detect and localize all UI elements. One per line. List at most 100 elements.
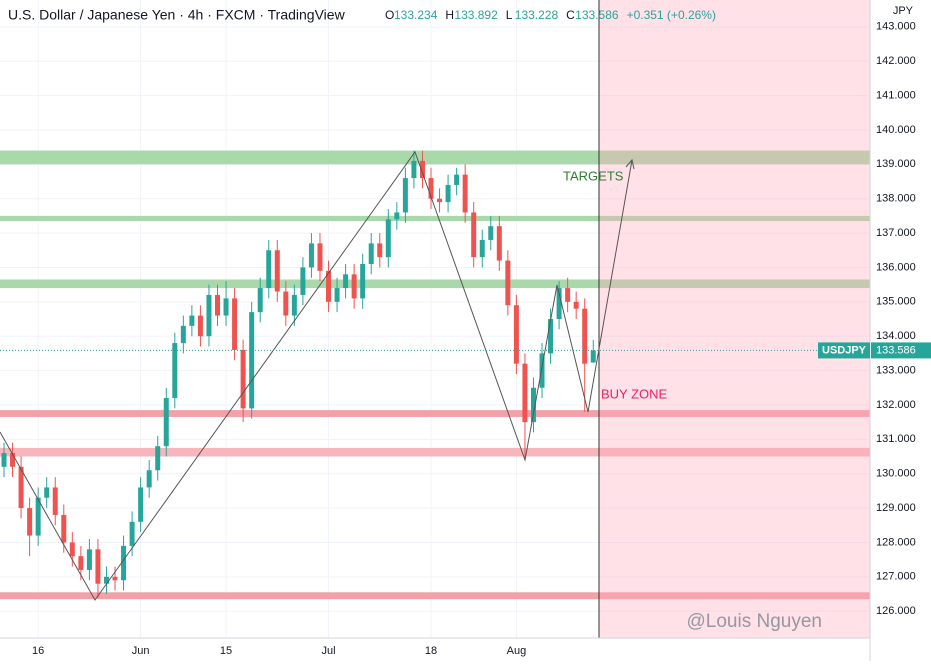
candle-body [513, 305, 519, 364]
candle-body [394, 212, 400, 220]
candle-body [138, 487, 144, 522]
y-tick-label: 143.000 [876, 21, 916, 33]
candle-body [385, 219, 391, 258]
candle-body [163, 398, 169, 447]
y-tick-label: 137.000 [876, 227, 916, 239]
candle-body [462, 174, 468, 213]
x-tick-label: Jun [132, 645, 150, 657]
candle-body [283, 291, 289, 316]
candle-body [428, 178, 434, 199]
price-zone [0, 150, 870, 165]
candle-body [274, 250, 280, 292]
candle-body [291, 294, 297, 316]
candle-body [548, 319, 554, 354]
candle-body [249, 312, 255, 409]
y-tick-label: 132.000 [876, 399, 916, 411]
candle-body [308, 243, 314, 268]
ohlc-value: 133.586 [575, 8, 619, 22]
candle-body [360, 264, 366, 299]
candle-body [565, 288, 571, 302]
price-label: 133.586 [876, 344, 916, 356]
currency-label: JPY [893, 5, 914, 17]
candle-body [10, 453, 16, 467]
candle-body [52, 487, 58, 515]
candle-body [180, 325, 186, 344]
candle-body [206, 294, 212, 337]
candle-body [35, 497, 41, 536]
candle-body [69, 542, 75, 557]
candle-body [232, 298, 238, 350]
candle-body [454, 174, 460, 185]
candle-body [18, 466, 24, 509]
symbol-label: USDJPY [822, 344, 867, 356]
price-zone [0, 592, 870, 600]
candle-body [215, 294, 220, 316]
candle-body [496, 226, 502, 261]
y-tick-label: 128.000 [876, 536, 916, 548]
candle-body [573, 301, 579, 309]
candle-body [402, 178, 408, 213]
candle-body [257, 288, 263, 313]
candle-body [240, 349, 246, 409]
candle-body [471, 212, 477, 258]
ohlc-value: 133.228 [515, 8, 559, 22]
overlay: O 133.234 H 133.892 L 133.228 C 133.586 +0.351 (… [0, 8, 931, 657]
x-tick-label: 15 [220, 645, 232, 657]
candle-body [61, 514, 67, 543]
candle-body [368, 243, 374, 264]
y-tick-label: 127.000 [876, 571, 916, 583]
candle-body [522, 363, 528, 423]
candle-body [223, 298, 229, 316]
arrowhead [625, 158, 635, 170]
x-tick-label: 18 [425, 645, 437, 657]
candle-body [479, 239, 485, 258]
ohlc-key: L [506, 8, 513, 22]
candle-body [556, 288, 562, 319]
price-zone [0, 410, 870, 417]
candle-body [445, 184, 451, 203]
candle-body [146, 470, 152, 488]
candle-body [488, 226, 494, 240]
y-tick-label: 141.000 [876, 89, 916, 101]
y-tick-label: 140.000 [876, 124, 916, 136]
candle-body [437, 198, 443, 203]
candle-body [44, 487, 50, 498]
candle-body [411, 160, 417, 179]
candle-body [582, 308, 588, 364]
price-badge [871, 342, 931, 359]
y-tick-label: 135.000 [876, 296, 916, 308]
y-tick-label: 130.000 [876, 468, 916, 480]
y-tick-label: 142.000 [876, 55, 916, 67]
candle-body [1, 453, 7, 467]
candle-body [590, 350, 596, 363]
candles [1, 150, 596, 598]
candle-body [317, 243, 323, 271]
candle-body [539, 353, 545, 388]
annotation: TARGETS [563, 168, 624, 183]
candle-body [266, 250, 272, 289]
chart-title: U.S. Dollar / Japanese Yen · 4h · FXCM ·… [8, 7, 346, 23]
x-tick-label: Aug [507, 645, 527, 657]
x-tick-label: 16 [32, 645, 44, 657]
y-tick-label: 131.000 [876, 433, 916, 445]
future-zone [599, 0, 870, 638]
candle-body [78, 556, 84, 570]
candle-body [530, 387, 536, 423]
candle-body [197, 315, 203, 337]
candle-body [86, 549, 92, 570]
candle-body [343, 274, 349, 289]
candle-body [351, 274, 357, 299]
candle-body [172, 343, 178, 399]
ohlc-key: O [385, 8, 394, 22]
ohlc-value: 133.892 [454, 8, 498, 22]
candle-body [326, 270, 332, 302]
price-zone [0, 215, 870, 222]
zones [0, 150, 870, 600]
candle-body [419, 160, 425, 179]
candle-body [121, 545, 127, 581]
candle-body [112, 576, 118, 581]
candle-body [377, 243, 383, 258]
watermark: @Louis Nguyen [687, 611, 822, 632]
